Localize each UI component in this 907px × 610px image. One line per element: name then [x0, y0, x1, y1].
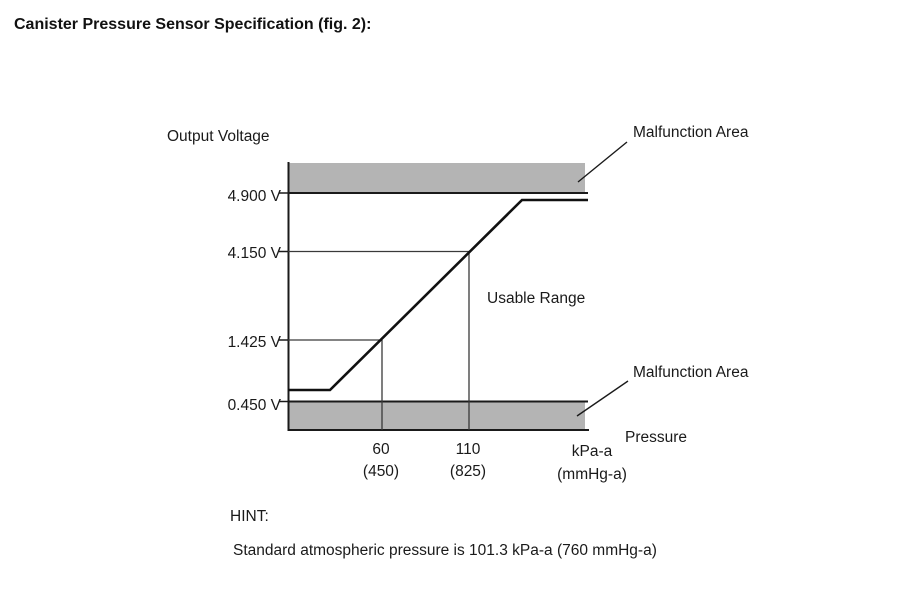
x-unit-mmhg: (mmHg-a) [557, 466, 627, 483]
leader-line-top [577, 141, 628, 183]
hint-heading: HINT: [230, 508, 269, 525]
y-label-4900v: 4.900 V [228, 188, 282, 205]
y-label-4150v: 4.150 V [228, 245, 282, 262]
malfunction-band-top [288, 163, 585, 193]
x-label-825: (825) [450, 463, 486, 480]
x-label-450: (450) [363, 463, 399, 480]
hint-text: Standard atmospheric pressure is 101.3 k… [233, 542, 657, 559]
malfunction-area-bottom-label: Malfunction Area [633, 364, 749, 381]
usable-range-label: Usable Range [487, 290, 585, 307]
x-axis-title: Pressure [625, 429, 687, 446]
malfunction-area-top-label: Malfunction Area [633, 124, 749, 141]
y-axis-title: Output Voltage [167, 128, 270, 145]
malfunction-band-bottom [288, 402, 585, 431]
y-label-0450v: 0.450 V [228, 397, 282, 414]
sensor-output-curve [288, 198, 588, 392]
x-label-60: 60 [372, 441, 390, 458]
leader-line-bottom [576, 380, 629, 417]
x-label-110: 110 [456, 441, 481, 458]
y-label-1425v: 1.425 V [228, 334, 282, 351]
x-unit-kpa: kPa-a [572, 443, 613, 460]
page-title: Canister Pressure Sensor Specification (… [14, 16, 371, 33]
